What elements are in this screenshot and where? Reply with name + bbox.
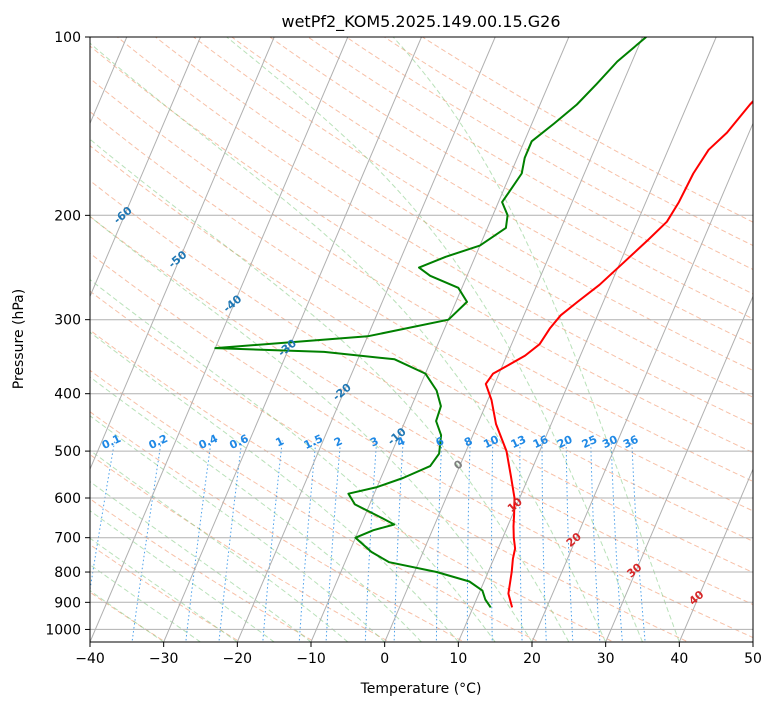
mixing-ratio-line (185, 440, 212, 642)
x-axis-title: Temperature (°C) (360, 681, 482, 697)
isotherm-line (90, 37, 275, 471)
profile-series (214, 37, 753, 608)
y-tick-label: 200 (54, 208, 81, 224)
x-tick-label: 20 (523, 651, 541, 667)
moist-adiabat-line (90, 138, 570, 642)
dry-adiabat-line (90, 454, 391, 642)
isobars (90, 37, 753, 630)
dry-adiabat-line (90, 180, 753, 573)
y-tick-label: 600 (54, 491, 81, 507)
dry-adiabat-line (90, 45, 753, 454)
isotherm-line (678, 467, 753, 642)
y-tick-label: 900 (54, 595, 81, 611)
x-tick-label: 0 (380, 651, 389, 667)
y-tick-label: 800 (54, 565, 81, 581)
x-tick-label: −40 (75, 651, 105, 667)
moist-adiabat-line (90, 537, 238, 642)
moist-adiabat-line (90, 449, 349, 642)
mixing-ratio-line (298, 440, 317, 642)
x-tick-label: 40 (670, 651, 688, 667)
y-tick-label: 300 (54, 313, 81, 329)
y-axis: 100 200 300 400 500 600 700 800 900 1000 (45, 30, 90, 638)
mixing-ratio-line (435, 440, 443, 642)
mixing-ratio-label: 13 (509, 433, 528, 451)
mixing-ratio-line (131, 440, 162, 642)
plot-area: -100-90-80-70-60-50-40-30-20-10010203040… (90, 37, 753, 642)
isotherm-line (90, 37, 201, 298)
moist-adiabats (90, 37, 680, 642)
x-tick-label: −20 (223, 651, 253, 667)
isotherm-line (90, 37, 349, 642)
temperature-profile-line (484, 99, 753, 608)
isotherm-line (384, 37, 643, 642)
x-tick-label: 30 (597, 651, 615, 667)
y-axis-title: Pressure (hPa) (11, 289, 27, 389)
mixing-ratio-line (541, 440, 547, 642)
mixing-ratio-line (610, 440, 623, 642)
x-tick-label: −30 (149, 651, 179, 667)
moist-adiabat-line (90, 376, 422, 642)
isotherm-line (457, 37, 717, 642)
y-tick-label: 1000 (45, 622, 81, 638)
mixing-ratio-label: 16 (531, 433, 551, 451)
x-tick-label: 10 (449, 651, 467, 667)
y-tick-label: 700 (54, 531, 81, 547)
y-tick-label: 100 (54, 30, 81, 46)
isotherm-line (163, 37, 422, 642)
mixing-ratio-line (393, 440, 404, 642)
mixing-ratio-line (218, 440, 243, 642)
plot-frame (89, 36, 754, 643)
mixing-ratio-line (565, 440, 574, 642)
chart-title: wetPf2_KOM5.2025.149.00.15.G26 (281, 12, 560, 32)
mixing-ratio-label: 20 (555, 433, 575, 451)
dry-adiabat-line (90, 329, 615, 642)
dry-adiabat-line (90, 252, 753, 639)
y-tick-label: 400 (54, 387, 81, 403)
moist-adiabat-line (90, 331, 459, 642)
moist-adiabat-line (90, 564, 201, 642)
mixing-ratio-label: 25 (580, 433, 599, 451)
dry-adiabat-line (192, 37, 753, 371)
moist-adiabat-line (226, 37, 643, 642)
x-axis: −40 −30 −20 −10 0 10 20 30 40 50 (75, 642, 762, 667)
x-tick-label: −10 (296, 651, 326, 667)
mixing-ratio-line (519, 440, 523, 642)
isotherm-line (236, 37, 496, 642)
isotherm-line (531, 122, 753, 642)
dry-adiabat-line (154, 37, 753, 398)
mixing-ratio-label: 10 (481, 433, 501, 451)
isotherms (90, 37, 753, 642)
moist-adiabat-line (392, 37, 680, 642)
mixing-ratio-label: 36 (621, 433, 641, 451)
x-tick-label: 50 (744, 651, 762, 667)
y-tick-label: 500 (54, 444, 81, 460)
dry-adiabat-line (116, 37, 753, 426)
isotherm-line (310, 37, 570, 642)
moist-adiabat-line (90, 589, 164, 642)
mixing-ratio-line (631, 440, 646, 642)
moist-adiabat-line (90, 215, 533, 642)
moist-adiabat-line (90, 279, 496, 642)
mixing-ratio-line (262, 440, 283, 642)
dewpoint-profile-line (214, 37, 647, 608)
isotherm-line (605, 295, 753, 642)
moist-adiabat-line (90, 415, 386, 642)
dry-adiabat-line (90, 145, 753, 542)
mixing-ratio-label: 30 (600, 433, 620, 451)
mixing-ratio-line (590, 440, 601, 642)
dry-adiabat-line (90, 111, 753, 512)
mixing-ratio-line (325, 440, 342, 642)
mixing-ratio-line (491, 440, 494, 642)
